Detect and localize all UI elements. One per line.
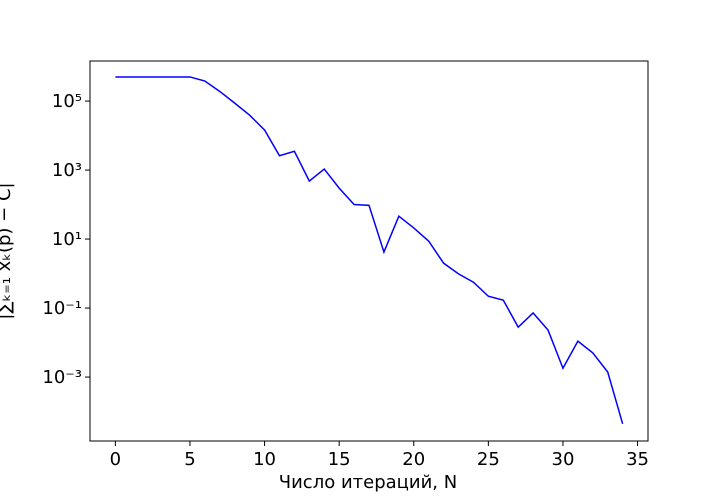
y-axis-label: |∑ₖ₌₁ xₖ(p) − C| (0, 182, 15, 319)
y-tick-label: 10¹ (52, 229, 82, 250)
x-tick-label: 25 (477, 449, 500, 470)
x-tick-label: 15 (328, 449, 351, 470)
y-tick-label: 10⁻¹ (42, 298, 82, 319)
x-tick-label: 30 (552, 449, 575, 470)
x-tick-label: 5 (184, 449, 195, 470)
y-tick-label: 10³ (52, 160, 82, 181)
plot-frame (89, 60, 649, 442)
x-tick-label: 10 (253, 449, 276, 470)
x-tick-label: 0 (110, 449, 121, 470)
line (115, 76, 624, 425)
x-tick-label: 20 (402, 449, 425, 470)
y-tick-label: 10⁵ (52, 91, 82, 112)
y-tick-label: 10⁻³ (42, 367, 82, 388)
x-axis-label: Число итераций, N (279, 472, 457, 493)
x-tick-label: 35 (626, 449, 649, 470)
